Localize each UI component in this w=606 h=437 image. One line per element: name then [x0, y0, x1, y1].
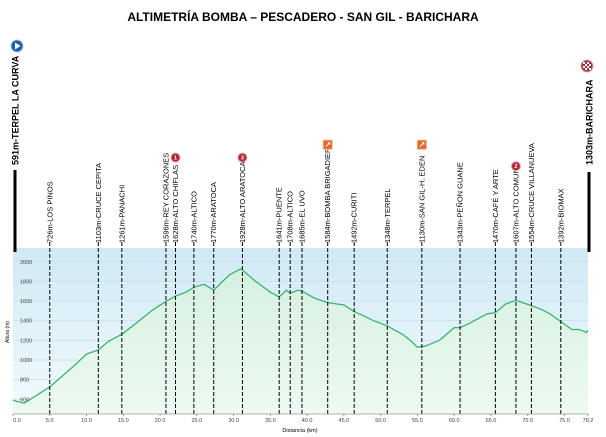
climb-category: 2	[514, 164, 517, 170]
sprint-icon	[322, 139, 333, 150]
waypoint-label: 1348m-TERPEL	[383, 188, 392, 243]
waypoint-label: 1392m-BIOMAX	[556, 188, 565, 243]
chart-title: ALTIMETRÍA BOMBA – PESCADERO - SAN GIL -…	[127, 9, 479, 24]
waypoint-label: 1470m-CAFÉ Y ARTE	[491, 169, 500, 243]
x-tick-label: 45.0	[339, 418, 350, 424]
waypoint-label: 1740m-ALTICO	[189, 191, 198, 243]
x-axis-label: Distancia (km)	[282, 428, 317, 434]
x-tick-label: 20.0	[155, 418, 166, 424]
y-tick-label: 600	[20, 397, 29, 403]
x-tick-label: 55.0	[412, 418, 423, 424]
sprint-icon	[416, 139, 427, 150]
x-tick-label: 65.0	[486, 418, 497, 424]
waypoint-label: 1596m-REY CORAZONES	[161, 153, 170, 243]
waypoint-label: 1584m-BOMBA BRIGADIER	[323, 147, 332, 243]
x-tick-label: 70.0	[522, 418, 533, 424]
climb-icon: 1	[170, 152, 181, 163]
waypoint-label: 1628m-ALTO CHIFLAS	[171, 165, 180, 243]
x-tick-label: 75.0	[559, 418, 570, 424]
waypoint-label: 1103m-CRUCE CEPITA	[94, 163, 103, 243]
x-tick-label: 25.0	[191, 418, 202, 424]
waypoint-label: 1554m-CRUCE VILLANUEVA	[527, 143, 536, 243]
y-tick-label: 800	[20, 378, 29, 384]
x-tick-label: 40.0	[302, 418, 313, 424]
finish-flag-icon	[580, 59, 594, 73]
waypoint-label: 726m-LOS PINOS	[45, 181, 54, 243]
waypoint-label: 1770m-ARATOCA	[209, 182, 218, 243]
x-tick-label: 60.0	[449, 418, 460, 424]
x-tick-label: 0.0	[13, 418, 21, 424]
x-tick-label: 30.0	[228, 418, 239, 424]
x-tick-label: 5.0	[46, 418, 54, 424]
y-tick-label: 1400	[20, 319, 32, 325]
endpoint-label: 1303m-BARICHARA	[585, 79, 595, 165]
endpoint-label: 591m-TERPEL LA CURVA	[11, 55, 21, 165]
start-icon	[10, 39, 24, 53]
x-tick-label: 15.0	[118, 418, 129, 424]
profile-area	[13, 268, 588, 414]
waypoint-label: 1641m-PUENTE	[275, 187, 284, 243]
x-tick-label: 10.0	[81, 418, 92, 424]
y-axis-label: Altura (m)	[5, 321, 11, 343]
x-tick-label: 50.0	[375, 418, 386, 424]
y-tick-label: 1800	[20, 279, 32, 285]
y-tick-label: 2000	[20, 260, 32, 266]
waypoint-label: 1708m-ALTICO	[286, 191, 295, 243]
climb-category: 3	[241, 156, 244, 162]
waypoint-label: 1492m-CURITI	[350, 193, 359, 243]
climb-icon: 3	[237, 152, 248, 163]
climb-icon: 2	[510, 161, 521, 172]
y-tick-label: 1600	[20, 299, 32, 305]
profile-line	[12, 268, 589, 404]
y-tick-label: 1200	[20, 338, 32, 344]
waypoint-label: 1261m-PANACHI	[117, 185, 126, 243]
waypoint-label: 1130m-SAN GIL-H. EDEN	[417, 156, 426, 243]
x-tick-label: 78.2	[583, 418, 594, 424]
waypoint-label: 1607m-ALTO COMUN	[511, 168, 520, 243]
y-tick-label: 1000	[20, 358, 32, 364]
waypoint-label: 1685m-EL UVO	[297, 190, 306, 243]
waypoint-label: 1343m-PEÑON GUANE	[456, 162, 465, 243]
waypoint-label: 1928m-ALTO ARATOCA	[238, 161, 247, 243]
climb-category: 1	[174, 156, 177, 162]
x-tick-label: 35.0	[265, 418, 276, 424]
